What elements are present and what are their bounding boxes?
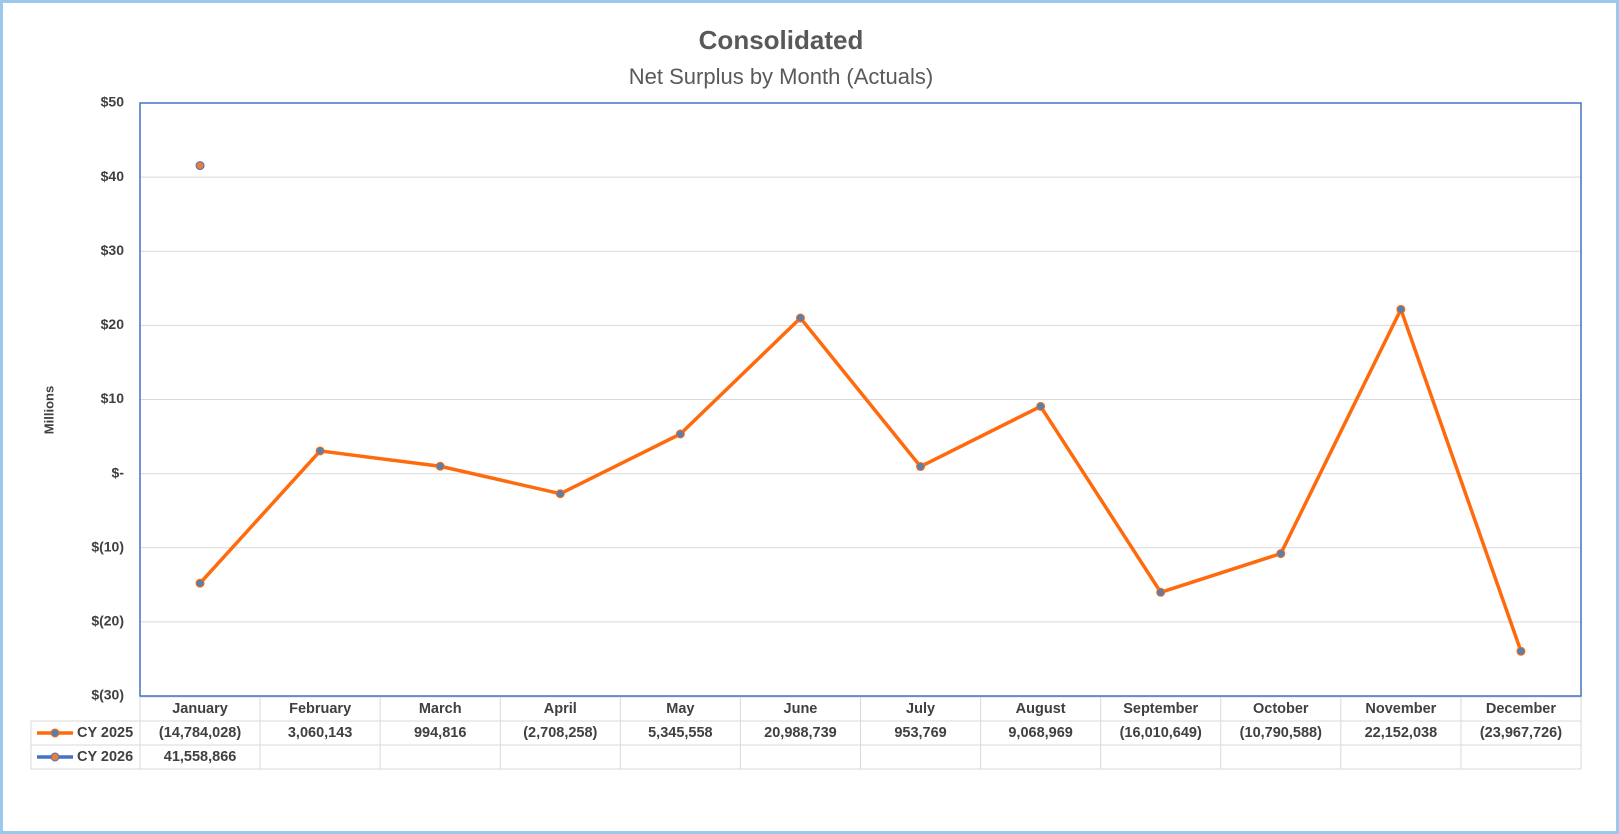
x-tick-label: October [1253,701,1309,717]
data-label: 5,345,558 [648,725,713,741]
data-point [195,161,205,171]
legend-key-marker [50,752,60,762]
data-label: (14,784,028) [159,725,241,741]
series-line [198,307,1523,652]
data-point [675,429,685,439]
data-point [1156,587,1166,597]
x-tick-label: March [419,701,462,717]
x-tick-label: April [544,701,577,717]
data-label: (23,967,726) [1480,725,1562,741]
data-label: 9,068,969 [1008,725,1073,741]
y-axis-label: Millions [41,386,56,434]
x-tick-label: December [1486,701,1556,717]
y-tick-label: $(20) [91,613,124,629]
data-point [195,578,205,588]
y-tick-label: $20 [101,316,125,332]
data-label: (10,790,588) [1240,725,1322,741]
data-label: 3,060,143 [288,725,353,741]
data-point [1276,549,1286,559]
data-point [795,313,805,323]
y-tick-label: $40 [101,168,125,184]
y-tick-label: $30 [101,242,125,258]
data-label: 22,152,038 [1365,725,1438,741]
data-point [555,489,565,499]
data-label: 20,988,739 [764,725,837,741]
y-tick-label: $(30) [91,687,124,703]
plot-border [139,102,1582,697]
data-point [1396,304,1406,314]
data-label: 953,769 [894,725,946,741]
x-tick-label: November [1365,701,1436,717]
y-tick-label: $10 [101,390,125,406]
chart-subtitle: Net Surplus by Month (Actuals) [629,64,933,89]
legend-label: CY 2026 [77,749,133,765]
x-tick-label: September [1123,701,1198,717]
x-tick-label: May [666,701,694,717]
x-tick-label: January [172,701,228,717]
data-label: (2,708,258) [523,725,597,741]
y-tick-label: $50 [101,94,125,110]
data-label: (16,010,649) [1120,725,1202,741]
y-tick-label: $(10) [91,538,124,554]
x-tick-label: February [289,701,351,717]
data-point [315,446,325,456]
x-tick-label: July [906,701,935,717]
y-tick-label: $- [112,464,125,480]
data-point [435,461,445,471]
data-point [1516,646,1526,656]
chart-title: Consolidated [699,25,864,55]
data-label: 41,558,866 [164,749,237,765]
legend-key-marker [50,728,60,738]
data-point [916,462,926,472]
legend-label: CY 2025 [77,725,133,741]
data-label: 994,816 [414,725,466,741]
x-tick-label: August [1016,701,1066,717]
data-point [1036,401,1046,411]
x-tick-label: June [784,701,818,717]
